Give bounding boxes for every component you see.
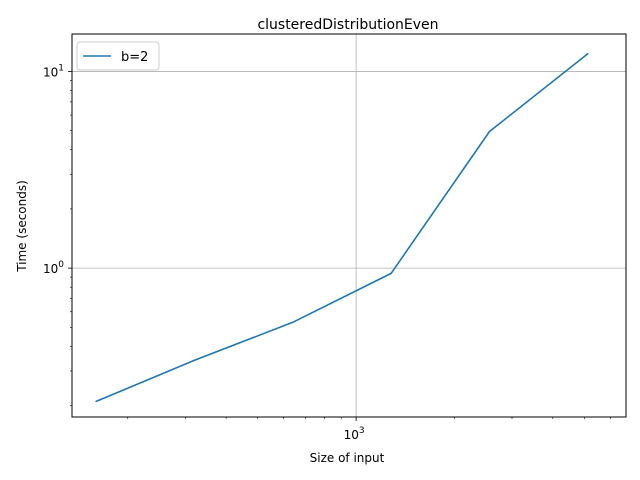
y-axis-label: Time (seconds): [15, 180, 29, 273]
series-layer: [95, 52, 589, 403]
legend-label: b=2: [121, 50, 148, 65]
plot-frame: [71, 33, 627, 418]
series-line: [95, 53, 589, 403]
data-point: [587, 52, 589, 55]
legend-box: [76, 41, 160, 71]
chart-title: clusteredDistributionEven: [257, 17, 438, 33]
data-point: [95, 400, 97, 403]
y-tick-label: 101: [43, 63, 64, 79]
x-tick-label: 103: [344, 426, 365, 442]
legend: b=2: [76, 41, 160, 71]
x-axis-label: Size of input: [310, 451, 385, 465]
data-point: [488, 130, 491, 133]
data-point: [193, 359, 196, 362]
major-ticks: [68, 71, 357, 421]
y-tick-label: 100: [43, 260, 64, 276]
data-point: [291, 321, 294, 324]
grid: [72, 34, 626, 417]
data-point: [390, 272, 392, 275]
